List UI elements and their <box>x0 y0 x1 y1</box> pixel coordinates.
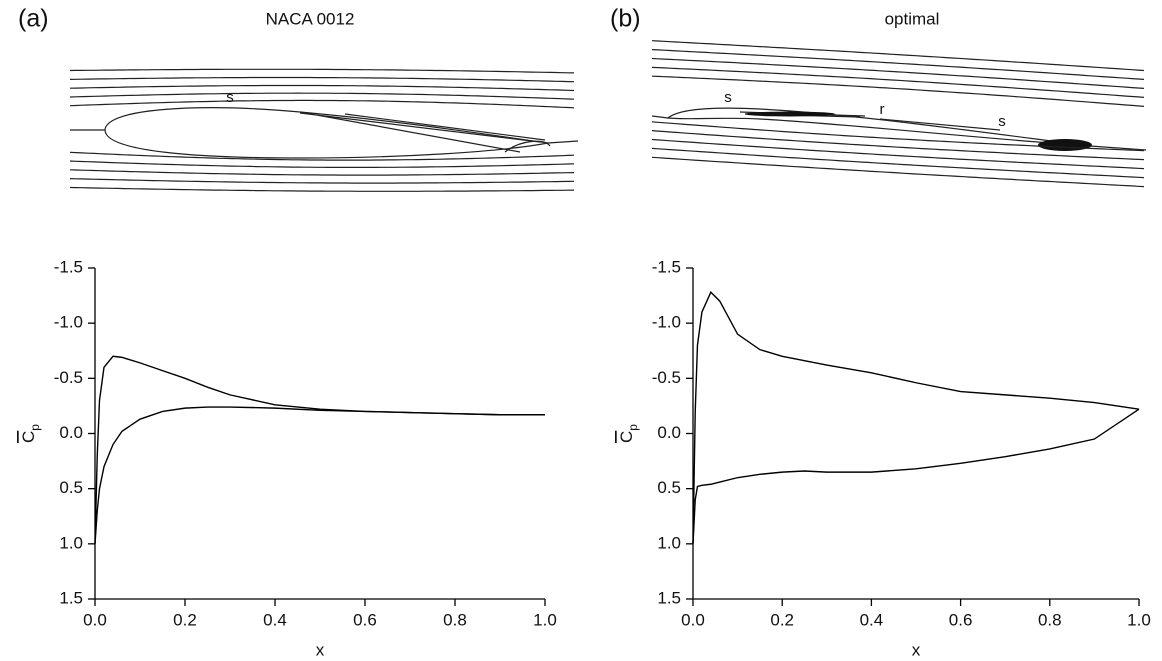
streamline <box>69 68 575 74</box>
x-tick-label: 0.6 <box>949 610 973 629</box>
y-tick-label: 0.5 <box>59 478 83 497</box>
streamline <box>69 178 575 184</box>
y-label-sub: p <box>28 424 42 431</box>
vortex <box>1038 139 1092 151</box>
x-tick-label: 0.8 <box>1038 610 1062 629</box>
annotation: s <box>226 89 234 106</box>
panel-title: optimal <box>885 9 940 28</box>
streamline <box>69 92 575 100</box>
streamline <box>651 57 1145 89</box>
x-tick-label: 0.6 <box>353 610 377 629</box>
y-label-sub: p <box>626 424 640 431</box>
y-axis-label: Cp <box>617 424 640 443</box>
x-tick-label: 0.2 <box>770 610 794 629</box>
x-tick-label: 0.0 <box>681 610 705 629</box>
y-tick-label: -1.0 <box>54 313 83 332</box>
streamline <box>651 75 1145 107</box>
streamline <box>651 138 1145 170</box>
y-axis-label: Cp <box>19 424 42 443</box>
y-tick-label: 0.0 <box>657 423 681 442</box>
annotation: s <box>998 113 1006 130</box>
streamline <box>651 130 1145 161</box>
x-tick-label: 0.0 <box>83 610 107 629</box>
panel-title: NACA 0012 <box>266 9 355 28</box>
streamline <box>69 169 575 176</box>
x-axis-label: x <box>912 640 921 659</box>
airfoil <box>104 107 549 159</box>
separation-line <box>299 111 551 153</box>
x-tick-label: 0.8 <box>443 610 467 629</box>
vortex <box>745 111 835 117</box>
streamline <box>651 40 1145 72</box>
y-tick-label: -1.5 <box>54 257 83 276</box>
streamline <box>69 186 575 192</box>
streamline <box>69 99 575 109</box>
streamline <box>69 76 575 83</box>
y-tick-label: 0.5 <box>657 478 681 497</box>
streamline <box>651 49 1145 80</box>
streamline <box>651 121 1145 152</box>
y-label-main: C <box>19 431 38 443</box>
y-tick-label: -1.0 <box>652 313 681 332</box>
x-axis-label: x <box>316 640 325 659</box>
panel-label: (a) <box>18 5 49 33</box>
y-tick-label: -0.5 <box>652 368 681 387</box>
streamline <box>69 151 575 161</box>
y-label-main: C <box>617 431 636 443</box>
panel-label: (b) <box>610 5 641 33</box>
annotation: s <box>724 89 732 106</box>
x-tick-label: 1.0 <box>1127 610 1151 629</box>
y-tick-label: -1.5 <box>652 257 681 276</box>
streamline <box>651 66 1145 98</box>
streamline <box>651 115 1147 151</box>
y-tick-label: -0.5 <box>54 368 83 387</box>
y-tick-label: 1.0 <box>657 533 681 552</box>
streamline <box>70 129 579 144</box>
cp-curve <box>692 291 1140 544</box>
x-tick-label: 1.0 <box>533 610 557 629</box>
annotation: r <box>880 101 885 118</box>
cp-curve <box>94 355 545 544</box>
streamline <box>651 156 1145 188</box>
y-tick-label: 1.5 <box>657 588 681 607</box>
cp-curve <box>94 406 545 544</box>
y-tick-label: 1.5 <box>59 588 83 607</box>
y-tick-label: 1.0 <box>59 533 83 552</box>
streamline <box>651 147 1145 179</box>
x-tick-label: 0.4 <box>263 610 287 629</box>
streamline <box>69 160 575 168</box>
cp-curve <box>692 408 1140 544</box>
y-tick-label: 0.0 <box>59 423 83 442</box>
streamline <box>69 84 575 92</box>
x-tick-label: 0.4 <box>860 610 884 629</box>
x-tick-label: 0.2 <box>173 610 197 629</box>
